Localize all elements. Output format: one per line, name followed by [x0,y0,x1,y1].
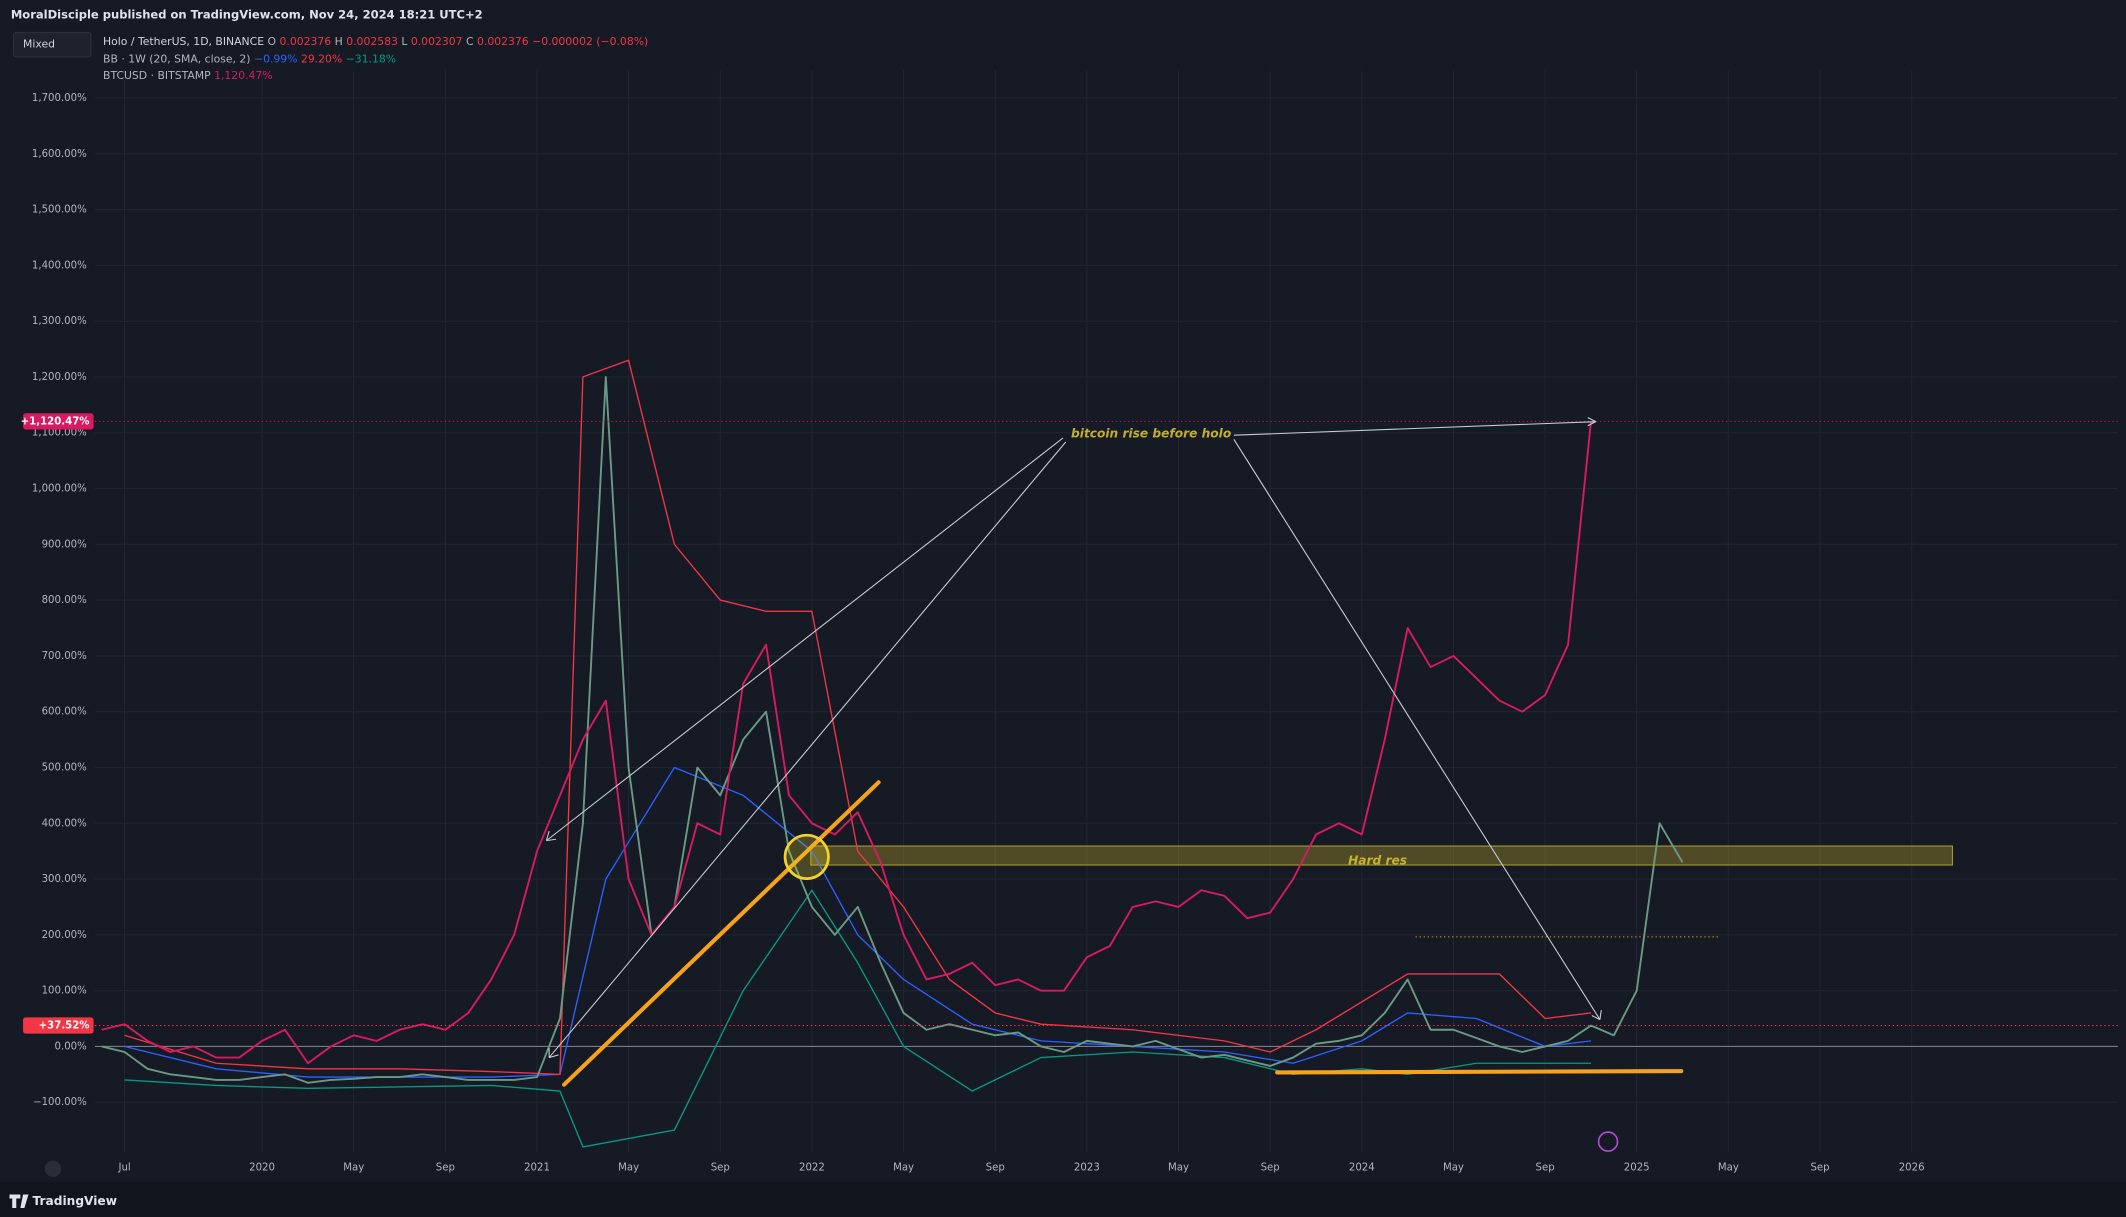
x-tick-label: 2026 [1899,1162,1925,1173]
brand: TradingView [33,1194,117,1208]
x-tick-label: Sep [436,1162,455,1173]
y-tick-label: −100.00% [33,1097,87,1108]
legend-main: Holo / TetherUS, 1D, BINANCE O 0.002376 … [103,35,648,48]
y-tick-label: 400.00% [42,818,88,829]
x-tick-label: 2022 [799,1162,825,1173]
legend-text: C [466,35,474,48]
scale-mode-button[interactable] [12,31,92,58]
x-tick-label: May [1443,1162,1464,1173]
y-tick-label: 1,600.00% [32,149,87,160]
legend-text: BB · 1W (20, SMA, close, 2) [103,53,251,66]
legend-text: 0.002376 [477,35,529,48]
x-tick-label: 2023 [1074,1162,1100,1173]
legend-text: 1,120.47% [214,69,273,82]
x-tick-label: 2025 [1624,1162,1650,1173]
y-tick-label: 1,200.00% [32,372,87,383]
legend-text: 0.002376 [280,35,332,48]
y-tick-label: 200.00% [42,930,88,941]
support-line [1275,1069,1684,1075]
legend-text: 0.002307 [411,35,463,48]
y-tick-label: 1,000.00% [32,484,87,495]
y-tick-label: 900.00% [42,539,88,550]
price-tag-label: +37.52% [39,1021,90,1032]
x-tick-label: 2024 [1349,1162,1375,1173]
x-tick-label: 2020 [249,1162,275,1173]
x-tick-label: Sep [1810,1162,1829,1173]
legend-btc: BTCUSD · BITSTAMP 1,120.47% [103,69,273,82]
annotation: bitcoin rise before holo [1071,426,1231,440]
legend-text: H [335,35,343,48]
footer-bar [0,1182,2126,1217]
drawings-top: bitcoin rise before holo Hard res [545,417,1684,1087]
legend-text: 0.002583 [346,35,398,48]
grid [94,70,2118,1153]
resistance-zone [810,845,1953,866]
y-tick-label: 0.00% [55,1041,88,1052]
y-tick-label: 600.00% [42,707,88,718]
publisher: MoralDisciple published on TradingView.c… [11,7,483,21]
legend-text: L [401,35,407,48]
zoom-icon[interactable] [44,1160,62,1177]
x-tick-label: 2021 [524,1162,550,1173]
x-tick-label: Jul [117,1162,130,1173]
arrows [545,417,1602,1059]
x-tick-label: May [1168,1162,1189,1173]
x-tick-label: Sep [1261,1162,1280,1173]
y-tick-label: 1,500.00% [32,205,87,216]
y-tick-label: 1,100.00% [32,428,87,439]
x-tick-label: Sep [711,1162,730,1173]
scale-mode[interactable]: Mixed [23,38,55,51]
x-tick-label: May [893,1162,914,1173]
series-line [101,421,1592,1065]
y-tick-label: 1,700.00% [32,93,87,104]
legend-text: 29.20% [301,53,342,66]
x-tick-label: May [1718,1162,1739,1173]
price-tag-label: +1,120.47% [21,416,90,427]
band-line [124,359,1592,1076]
legend-text: −0.000002 (−0.08%) [532,35,648,48]
legend-text: O [268,35,277,48]
series-line [101,375,1684,1084]
axes: −100.00% 0.00% 100.00% 200.00% 300.00% 400.00… [21,93,1925,1173]
legend-text: BTCUSD · BITSTAMP [103,69,211,82]
trend-line [562,780,881,1087]
band-line [124,766,1592,1078]
legend-text: Holo / TetherUS, 1D, BINANCE [103,35,264,48]
y-tick-label: 1,400.00% [32,260,87,271]
annotation: Hard res [1348,853,1407,867]
y-tick-label: 500.00% [42,763,88,774]
y-tick-label: 300.00% [42,874,88,885]
x-tick-label: Sep [1536,1162,1555,1173]
x-tick-label: May [618,1162,639,1173]
price-tag [23,1017,94,1034]
logo [9,1194,29,1209]
event-icon[interactable] [1597,1131,1619,1152]
y-tick-label: 800.00% [42,595,88,606]
legend-bands: BB · 1W (20, SMA, close, 2) −0.99% 29.20… [103,53,396,66]
price-tag [23,413,94,430]
x-tick-label: Sep [986,1162,1005,1173]
legend-text: −31.18% [346,53,396,66]
highlight-circle [783,833,830,880]
y-tick-label: 100.00% [42,986,88,997]
x-tick-label: May [343,1162,364,1173]
legend-text: −0.99% [254,53,297,66]
y-tick-label: 700.00% [42,651,88,662]
drawings [810,845,1953,938]
y-tick-label: 1,300.00% [32,316,87,327]
